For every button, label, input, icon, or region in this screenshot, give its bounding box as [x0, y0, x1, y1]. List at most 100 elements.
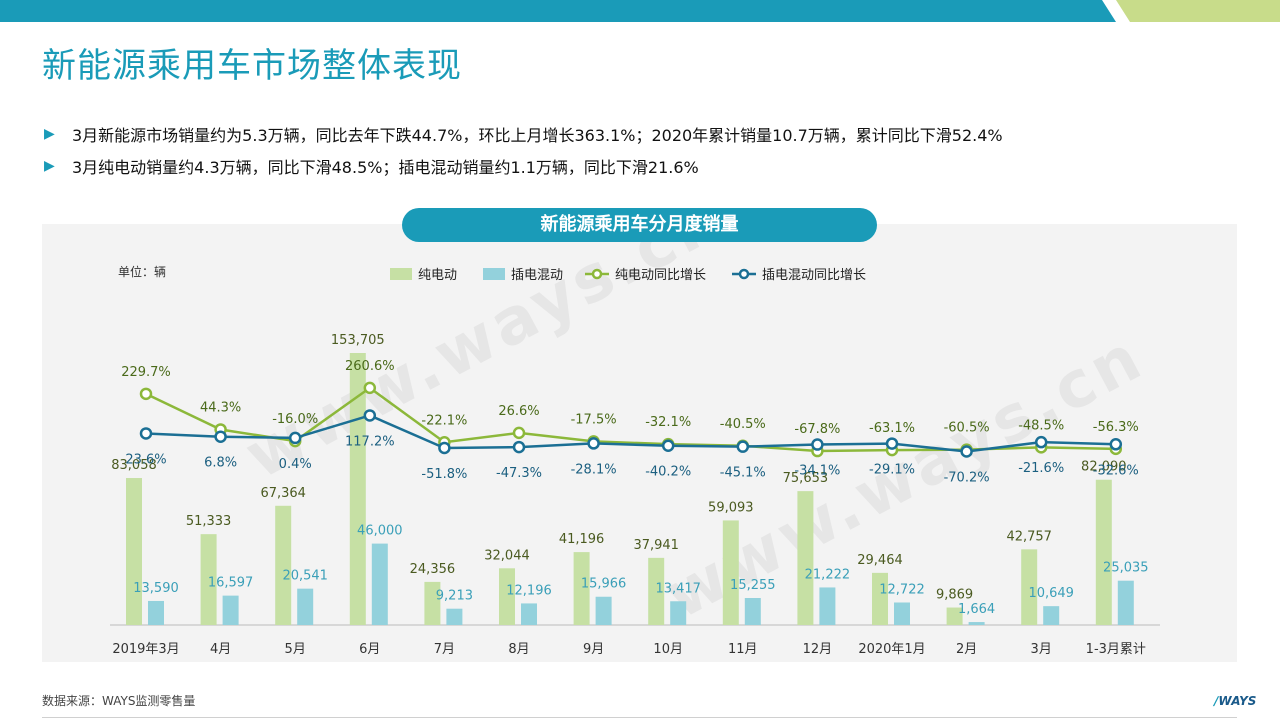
- bar-bev: [722, 520, 739, 625]
- phev-yoy-label: 117.2%: [345, 434, 395, 449]
- bar-phev: [148, 600, 164, 625]
- bar-label-bev: 153,705: [331, 333, 385, 348]
- data-source-note: 数据来源：WAYS监测零售量: [42, 694, 196, 708]
- bev-yoy-label: -56.3%: [1093, 420, 1139, 435]
- x-tick-label: 7月: [434, 642, 455, 657]
- phev-yoy-label: 0.4%: [279, 457, 312, 472]
- bar-phev: [222, 595, 239, 625]
- x-tick-label: 2月: [956, 642, 977, 657]
- summary-bullets: ▶ 3月新能源市场销量约为5.3万辆，同比去年下跌44.7%，环比上月增长363…: [44, 118, 1003, 182]
- bar-bev: [1021, 549, 1038, 625]
- x-tick-label: 5月: [285, 642, 306, 657]
- phev-yoy-label: -29.1%: [869, 463, 915, 478]
- bar-label-bev: 37,941: [633, 538, 679, 553]
- bev-yoy-label: -60.5%: [944, 421, 990, 436]
- bar-label-bev: 83,058: [111, 458, 157, 473]
- legend-label: 插电混动: [511, 268, 563, 283]
- bar-label-bev: 29,464: [857, 553, 903, 568]
- page-title: 新能源乘用车市场整体表现: [42, 46, 462, 86]
- bev-yoy-label: -22.1%: [421, 413, 467, 428]
- unit-label: 单位：辆: [118, 264, 166, 279]
- bar-label-bev: 82,090: [1081, 460, 1127, 475]
- legend-swatch: [390, 268, 412, 280]
- phev-yoy-point: [885, 437, 899, 450]
- bar-label-bev: 67,364: [260, 486, 306, 501]
- bar-label-phev: 9,213: [436, 589, 473, 604]
- x-tick-label: 1-3月累计: [1086, 642, 1146, 657]
- phev-yoy-label: 6.8%: [204, 456, 237, 471]
- bar-label-phev: 25,035: [1103, 561, 1149, 576]
- bar-label-phev: 13,417: [655, 581, 701, 596]
- bev-yoy-label: 229.7%: [121, 365, 171, 380]
- bar-label-phev: 12,722: [879, 582, 925, 597]
- phev-yoy-label: -45.1%: [720, 466, 766, 481]
- bar-bev: [275, 505, 292, 625]
- legend-label: 纯电动: [418, 268, 457, 283]
- bar-label-bev: 41,196: [559, 532, 605, 547]
- bar-bev: [797, 491, 814, 625]
- phev-yoy-point: [214, 430, 227, 443]
- bar-label-bev: 9,869: [936, 588, 973, 603]
- bev-yoy-label: 26.6%: [498, 404, 539, 419]
- bar-label-phev: 15,966: [581, 577, 627, 592]
- legend-label: 插电混动同比增长: [762, 268, 866, 283]
- ways-logo: ∕WAYS: [1214, 694, 1256, 708]
- bev-yoy-point: [363, 381, 377, 395]
- phev-yoy-label: -32.6%: [1093, 463, 1139, 478]
- bar-bev: [499, 568, 515, 625]
- bar-label-phev: 10,649: [1028, 586, 1074, 601]
- bar-label-bev: 24,356: [410, 562, 456, 577]
- bar-phev: [894, 602, 910, 625]
- triangle-bullet-icon: ▶: [44, 126, 55, 142]
- bullet-text: 3月新能源市场销量约为5.3万辆，同比去年下跌44.7%，环比上月增长363.1…: [72, 126, 1003, 145]
- x-tick-label: 12月: [803, 642, 833, 657]
- bar-phev: [297, 588, 314, 625]
- bev-yoy-label: -16.0%: [272, 412, 318, 427]
- x-tick-label: 4月: [210, 642, 231, 657]
- bar-phev: [446, 608, 463, 625]
- bar-phev: [1117, 580, 1134, 625]
- bar-label-phev: 16,597: [208, 576, 254, 591]
- bar-phev: [371, 543, 388, 625]
- bev-yoy-label: 260.6%: [345, 359, 395, 374]
- phev-yoy-label: 23.6%: [125, 452, 166, 467]
- phev-yoy-point: [736, 440, 750, 453]
- footer-divider: [42, 717, 1237, 718]
- legend-swatch: [483, 268, 505, 280]
- bar-bev: [946, 607, 963, 625]
- bar-label-bev: 75,653: [783, 471, 829, 486]
- bar-label-phev: 1,664: [958, 602, 995, 617]
- bar-phev: [744, 598, 761, 625]
- bar-phev: [595, 596, 612, 625]
- x-tick-label: 10月: [653, 642, 683, 657]
- phev-yoy-label: -34.1%: [794, 464, 840, 479]
- bar-bev: [1095, 479, 1112, 625]
- bar-label-phev: 21,222: [805, 567, 851, 582]
- bar-bev: [573, 552, 590, 625]
- logo-text: WAYS: [1218, 694, 1257, 708]
- x-tick-label: 9月: [583, 642, 604, 657]
- bev-yoy-label: -67.8%: [794, 422, 840, 437]
- x-tick-label: 11月: [728, 642, 758, 657]
- bar-label-bev: 59,093: [708, 500, 754, 515]
- phev-yoy-label: -47.3%: [496, 466, 542, 481]
- legend-label: 纯电动同比增长: [615, 268, 706, 283]
- phev-yoy-point: [1109, 438, 1123, 451]
- phev-yoy-label: -21.6%: [1018, 461, 1064, 476]
- top-banner: [0, 0, 1280, 22]
- x-tick-label: 2019年3月: [112, 642, 179, 657]
- x-tick-label: 3月: [1031, 642, 1052, 657]
- bar-phev: [819, 587, 836, 625]
- phev-yoy-point: [438, 441, 451, 455]
- phev-yoy-point: [587, 437, 600, 450]
- chart-header: 新能源乘用车分月度销量: [402, 208, 877, 242]
- bar-label-phev: 13,590: [133, 581, 179, 596]
- bar-phev: [1043, 606, 1060, 625]
- bar-label-phev: 46,000: [357, 524, 403, 539]
- phev-yoy-point: [661, 439, 675, 452]
- phev-yoy-label: -40.2%: [645, 465, 691, 480]
- bar-bev: [424, 581, 441, 625]
- bar-phev: [670, 601, 687, 625]
- phev-yoy-point: [288, 431, 302, 445]
